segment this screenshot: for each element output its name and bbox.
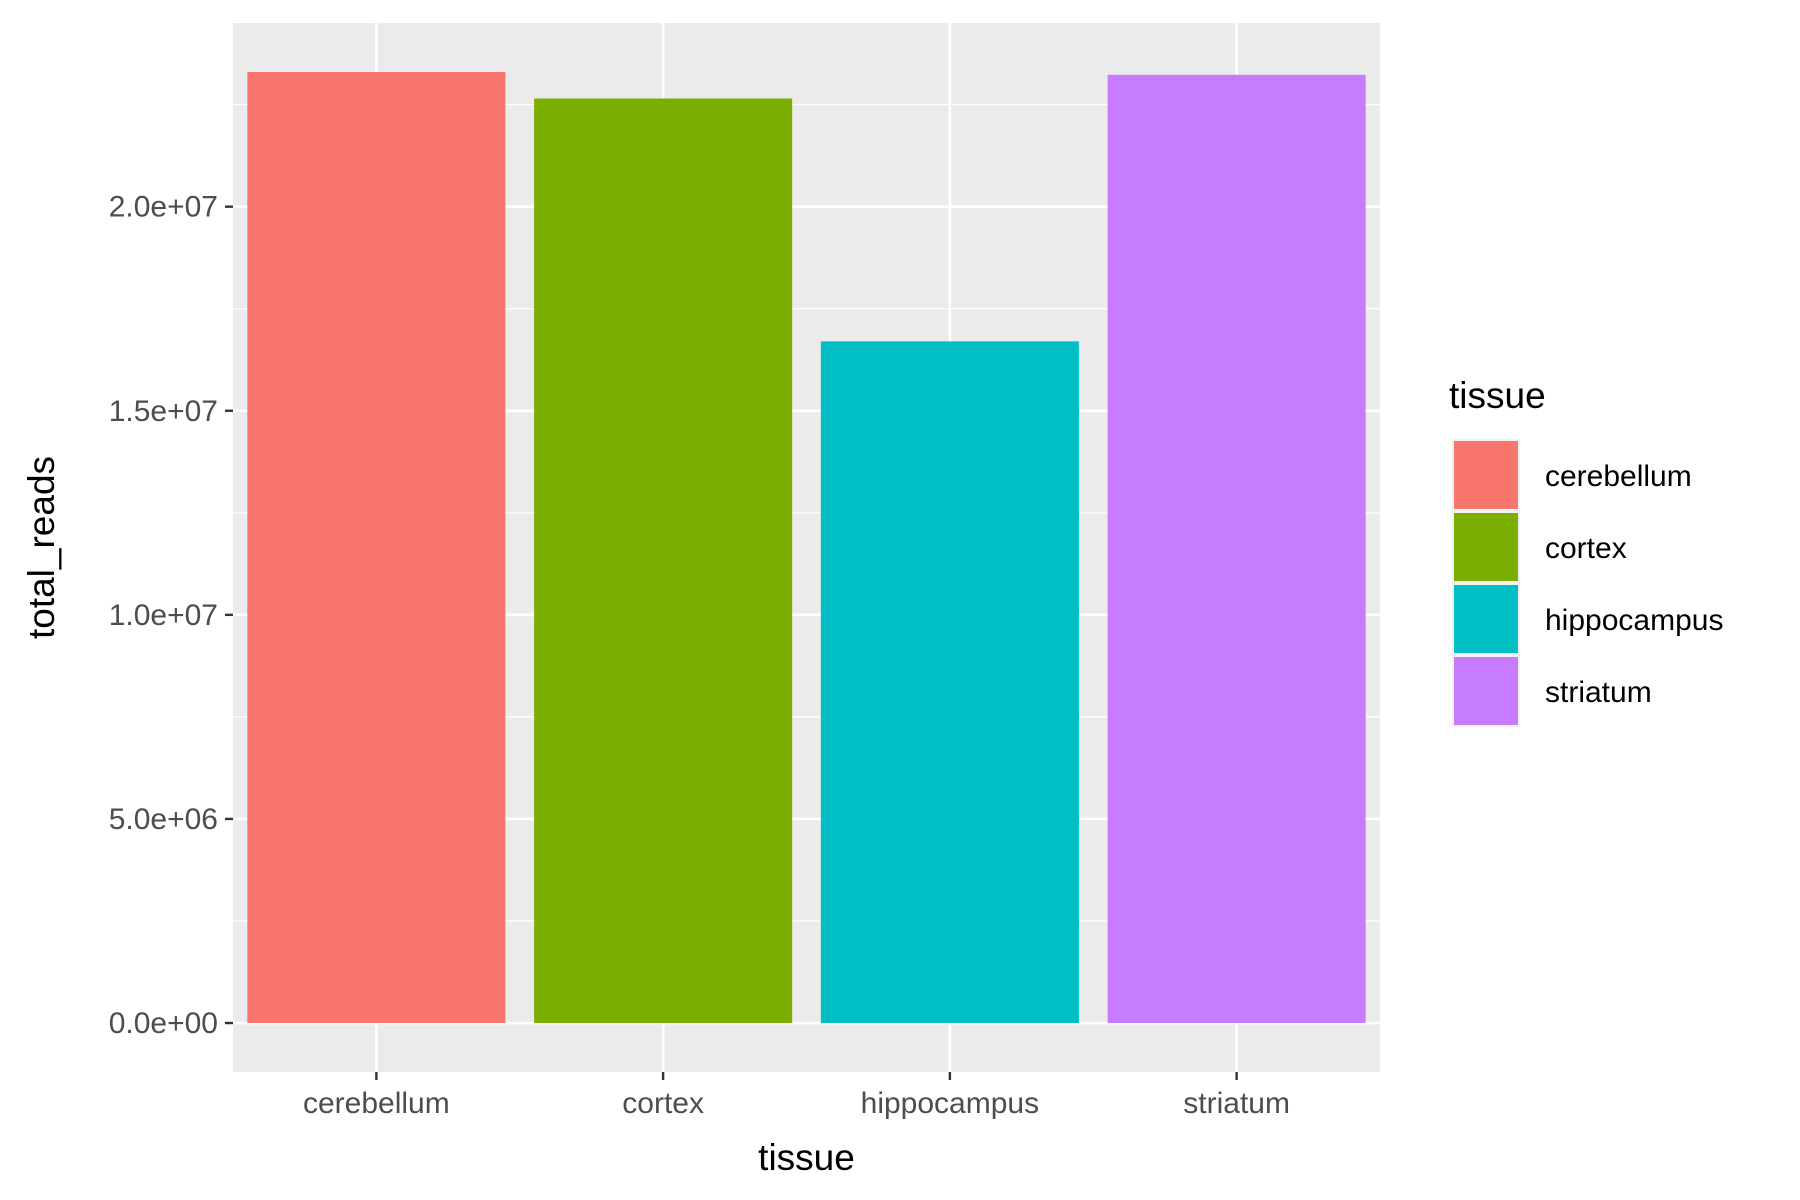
legend-key-striatum	[1454, 657, 1518, 725]
y-axis: 0.0e+00 5.0e+06 1.0e+07 1.5e+07 2.0e+07	[109, 191, 233, 1040]
legend-label: cortex	[1545, 532, 1627, 565]
y-tick-label: 2.0e+07	[109, 191, 218, 224]
x-tick-label: cerebellum	[303, 1087, 450, 1120]
y-tick-label: 1.5e+07	[109, 395, 218, 428]
legend-label: hippocampus	[1545, 604, 1723, 637]
legend-key-cerebellum	[1454, 441, 1518, 509]
y-tick-label: 1.0e+07	[109, 599, 218, 632]
bar-cortex	[534, 98, 793, 1024]
legend-label: striatum	[1545, 676, 1652, 709]
y-tick-label: 5.0e+06	[109, 803, 218, 836]
bar-striatum	[1107, 74, 1366, 1024]
legend-label: cerebellum	[1545, 460, 1692, 493]
y-axis-title: total_reads	[21, 456, 62, 639]
x-tick-label: striatum	[1183, 1087, 1290, 1120]
bar-hippocampus	[820, 341, 1079, 1024]
legend-title: tissue	[1449, 375, 1546, 416]
x-tick-label: cortex	[622, 1087, 704, 1120]
x-axis: cerebellum cortex hippocampus striatum	[303, 1072, 1290, 1120]
x-tick-label: hippocampus	[861, 1087, 1039, 1120]
x-axis-title: tissue	[758, 1137, 855, 1178]
legend-key-hippocampus	[1454, 585, 1518, 653]
legend: tissue cerebellum cortex hippocampus striat…	[1449, 375, 1723, 727]
y-tick-label: 0.0e+00	[109, 1007, 218, 1040]
bars	[247, 71, 1366, 1024]
bar-cerebellum	[247, 71, 506, 1024]
legend-key-cortex	[1454, 513, 1518, 581]
